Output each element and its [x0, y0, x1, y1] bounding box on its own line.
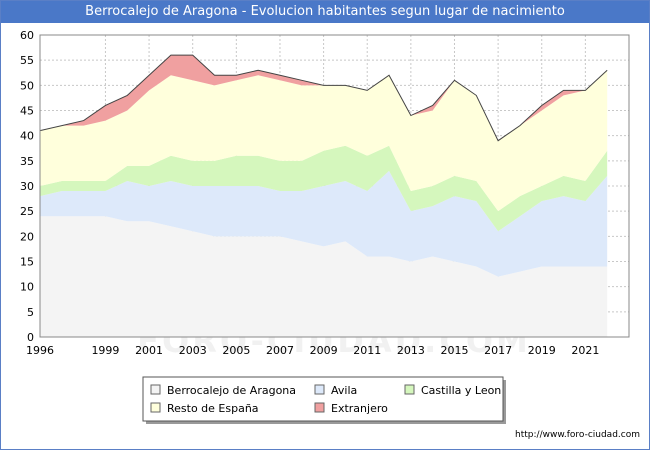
x-tick-label: 2011: [353, 344, 381, 357]
y-tick-label: 45: [20, 105, 34, 118]
x-tick-label: 2013: [397, 344, 425, 357]
y-tick-label: 55: [20, 54, 34, 67]
x-tick-label: 2005: [222, 344, 250, 357]
series-area: [40, 145, 608, 232]
x-tick-label: 2019: [528, 344, 556, 357]
y-tick-label: 60: [20, 29, 34, 42]
series-area: [40, 170, 608, 277]
y-tick-label: 0: [27, 331, 34, 344]
x-tick-label: 2021: [571, 344, 599, 357]
legend-swatch: [314, 402, 325, 413]
legend-label: Avila: [331, 384, 357, 397]
y-tick-label: 50: [20, 79, 34, 92]
legend-box: [142, 376, 504, 422]
y-tick-label: 20: [20, 230, 34, 243]
y-tick-label: 5: [27, 306, 34, 319]
x-tick-label: 2003: [179, 344, 207, 357]
total-line: [39, 54, 608, 142]
chart-title: Berrocalejo de Aragona - Evolucion habit…: [1, 1, 649, 23]
legend-label: Extranjero: [331, 402, 388, 415]
x-tick-label: 1996: [26, 344, 54, 357]
x-tick-label: 1999: [91, 344, 119, 357]
series-area: [40, 216, 608, 337]
y-tick-label: 25: [20, 205, 34, 218]
series-area: [40, 70, 608, 212]
plot-border: [39, 34, 630, 338]
legend-label: Resto de España: [167, 402, 259, 415]
source-text: http://www.foro-ciudad.com: [515, 430, 640, 440]
y-tick-label: 40: [20, 130, 34, 143]
y-tick-label: 10: [20, 281, 34, 294]
legend-label: Berrocalejo de Aragona: [167, 384, 296, 397]
x-tick-label: 2009: [310, 344, 338, 357]
legend-swatch: [314, 384, 325, 395]
y-tick-label: 35: [20, 155, 34, 168]
x-tick-label: 2007: [266, 344, 294, 357]
legend-label: Castilla y Leon: [421, 384, 501, 397]
y-tick-label: 15: [20, 256, 34, 269]
y-tick-label: 30: [20, 180, 34, 193]
legend-swatch: [404, 384, 415, 395]
x-tick-label: 2015: [440, 344, 468, 357]
legend-swatch: [150, 384, 161, 395]
x-tick-label: 2017: [484, 344, 512, 357]
legend-swatch: [150, 402, 161, 413]
x-tick-label: 2001: [135, 344, 163, 357]
series-area: [40, 55, 608, 141]
